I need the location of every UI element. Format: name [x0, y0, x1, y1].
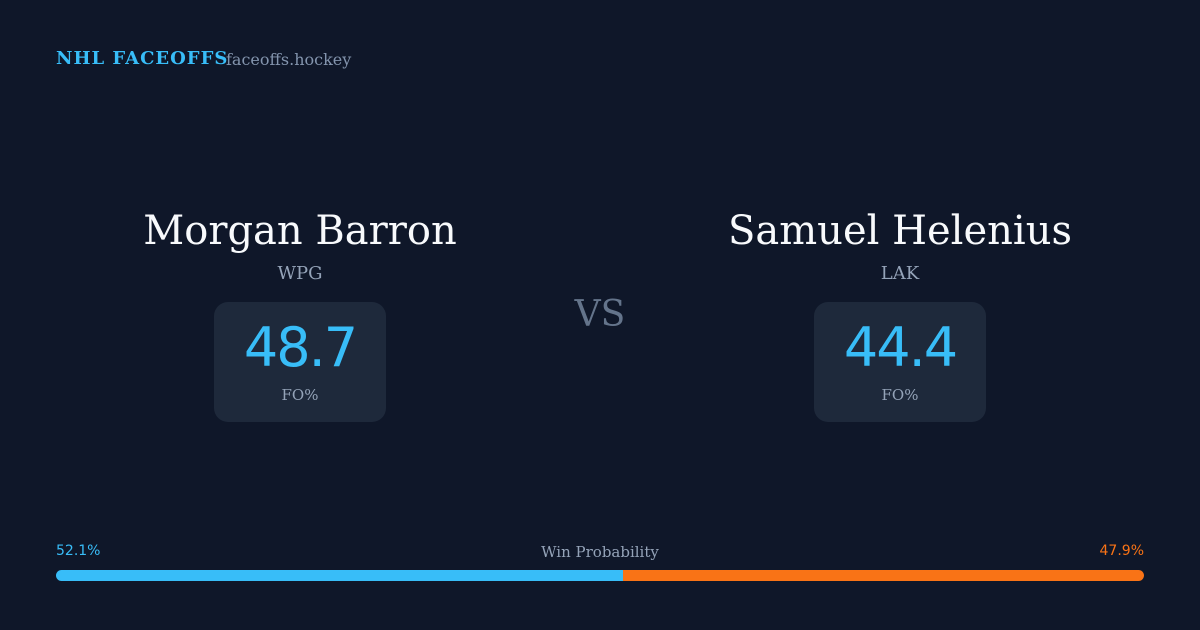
- team: LAK: [880, 263, 920, 284]
- win-prob-right: 47.9%: [1099, 543, 1144, 559]
- stat-card: 44.4 FO%: [813, 302, 987, 422]
- brand-title[interactable]: NHL FACEOFFS: [56, 48, 229, 69]
- team: WPG: [277, 263, 323, 284]
- player-left: Morgan Barron WPG 48.7 FO%: [20, 204, 580, 422]
- win-prob-segment: [56, 570, 623, 581]
- stat-label: FO%: [281, 386, 319, 404]
- win-prob-left: 52.1%: [56, 543, 101, 559]
- stat-value: 44.4: [843, 316, 958, 379]
- player-right: Samuel Helenius LAK 44.4 FO%: [620, 204, 1180, 422]
- win-prob-label: Win Probability: [541, 543, 659, 561]
- player-name: Samuel Helenius: [728, 208, 1072, 254]
- stat-card: 48.7 FO%: [213, 302, 387, 422]
- win-prob-segment: [622, 570, 1144, 581]
- site-url[interactable]: faceoffs.hockey: [226, 50, 352, 69]
- stat-value: 48.7: [243, 316, 358, 379]
- player-name: Morgan Barron: [143, 208, 457, 254]
- win-prob-bar: [56, 570, 1144, 581]
- vs: VS: [574, 294, 626, 335]
- stat-label: FO%: [881, 386, 919, 404]
